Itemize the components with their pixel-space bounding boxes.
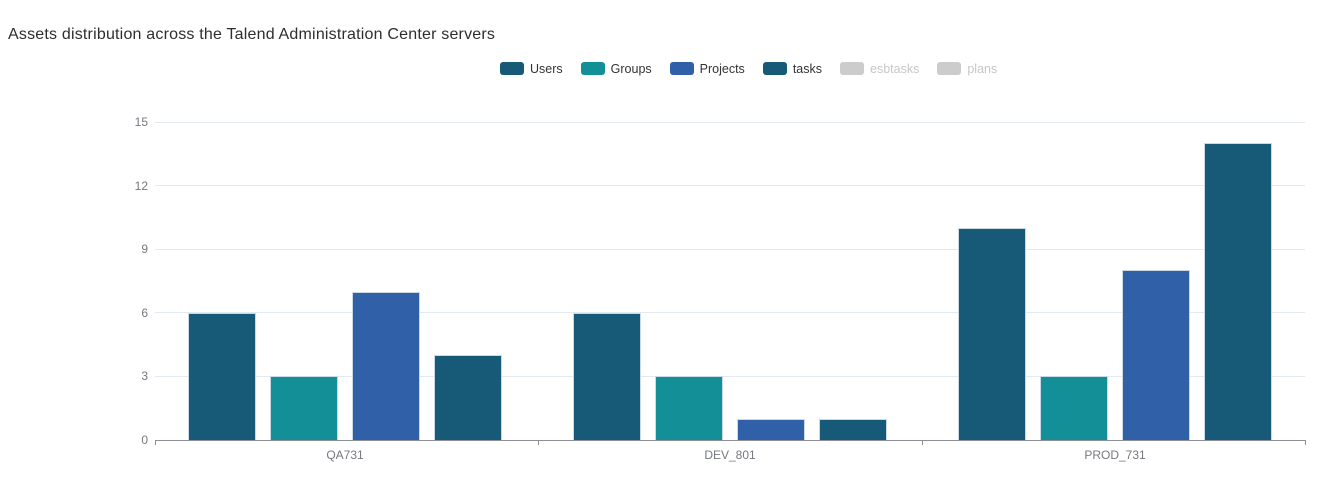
gridline-y-15 <box>155 121 1305 123</box>
x-axis-category-label: DEV_801 <box>704 448 756 462</box>
x-axis-category-label: QA731 <box>326 448 364 462</box>
legend-label: tasks <box>792 61 822 76</box>
x-axis-category-label: PROD_731 <box>1084 448 1146 462</box>
y-axis-tick-label: 0 <box>141 433 148 447</box>
gridline-y-3 <box>155 375 1305 377</box>
gridline-y-12 <box>155 185 1305 187</box>
legend-item-esbtasks[interactable]: esbtasks <box>840 62 919 76</box>
bar-dev_801-groups[interactable] <box>655 376 723 440</box>
legend-label: plans <box>967 61 998 76</box>
legend-label: Projects <box>699 61 745 76</box>
legend-item-projects[interactable]: Projects <box>669 61 745 76</box>
bar-prod_731-tasks[interactable] <box>1204 143 1272 440</box>
bar-qa731-tasks[interactable] <box>434 355 502 440</box>
x-axis-line <box>155 440 1305 441</box>
y-axis-tick-label: 6 <box>141 305 148 320</box>
bar-qa731-users[interactable] <box>188 312 256 440</box>
gridline-y-9 <box>155 248 1305 250</box>
bar-dev_801-tasks[interactable] <box>819 418 887 440</box>
legend-label: esbtasks <box>870 61 920 76</box>
legend-label: Users <box>530 61 563 76</box>
gridline-y-6 <box>155 312 1305 314</box>
legend-swatch-esbtasks-icon <box>840 62 864 75</box>
chart-title: Assets distribution across the Talend Ad… <box>8 26 496 43</box>
y-axis-tick-label: 9 <box>141 242 148 257</box>
legend-swatch-tasks-icon <box>762 62 787 75</box>
y-axis-tick-label: 12 <box>134 178 148 193</box>
bar-qa731-projects[interactable] <box>352 291 420 440</box>
bar-prod_731-users[interactable] <box>958 228 1026 440</box>
legend: Users Groups Projects tasks esbtasks plans <box>500 61 997 76</box>
legend-item-plans[interactable]: plans <box>937 62 997 76</box>
bar-dev_801-users[interactable] <box>573 312 641 440</box>
legend-swatch-plans-icon <box>937 62 962 75</box>
legend-label: Groups <box>610 61 652 76</box>
legend-swatch-users-icon <box>500 62 524 75</box>
x-axis-tick <box>155 440 156 445</box>
x-axis-tick <box>921 440 923 445</box>
legend-item-tasks[interactable]: tasks <box>762 61 822 76</box>
legend-swatch-groups-icon <box>580 62 605 75</box>
bar-prod_731-groups[interactable] <box>1040 376 1108 440</box>
legend-item-users[interactable]: Users <box>500 62 563 76</box>
x-axis-tick <box>538 440 540 445</box>
y-axis-tick-label: 15 <box>134 115 148 129</box>
bar-prod_731-projects[interactable] <box>1122 270 1190 440</box>
legend-swatch-projects-icon <box>669 62 694 75</box>
y-axis-tick-label: 3 <box>141 369 148 384</box>
bar-qa731-groups[interactable] <box>270 376 338 440</box>
bar-dev_801-projects[interactable] <box>737 418 805 440</box>
legend-item-groups[interactable]: Groups <box>580 61 652 76</box>
x-axis-tick <box>1305 440 1306 445</box>
